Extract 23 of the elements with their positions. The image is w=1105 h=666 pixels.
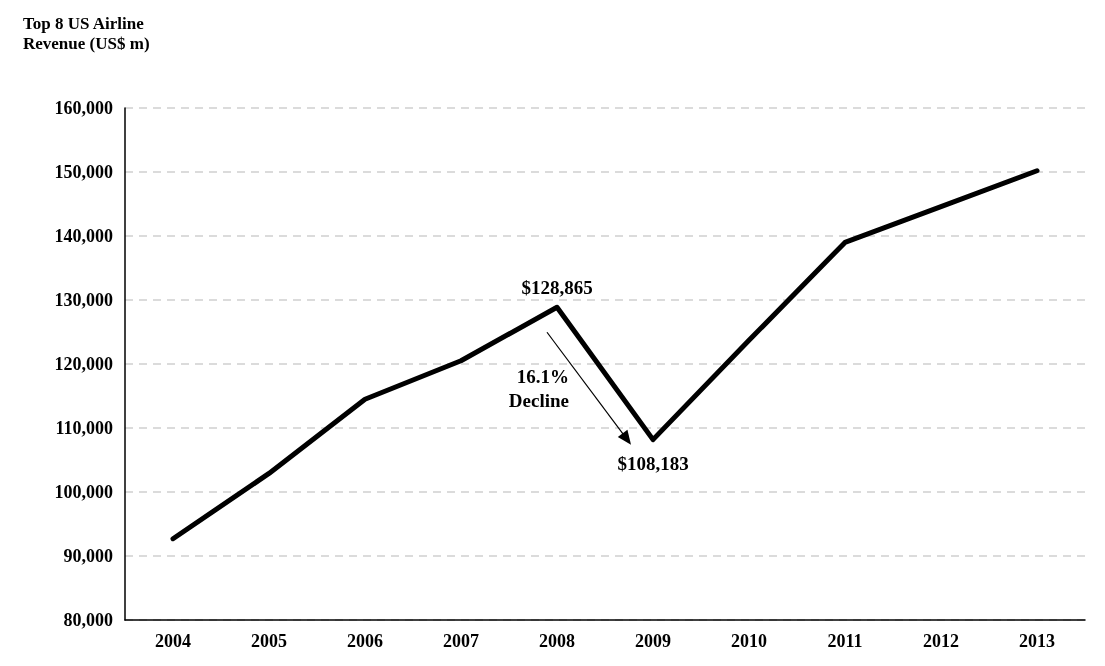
x-tick-label: 2009 [635,631,671,651]
x-tick-label: 2010 [731,631,767,651]
y-tick-label: 110,000 [55,418,113,438]
y-tick-label: 90,000 [63,546,113,566]
x-tick-label: 2005 [251,631,287,651]
y-tick-label: 120,000 [54,354,113,374]
x-tick-label: 2004 [155,631,191,651]
y-tick-label: 80,000 [63,610,113,630]
y-tick-label: 100,000 [54,482,113,502]
y-tick-label: 140,000 [54,226,113,246]
y-tick-label: 160,000 [54,98,113,118]
x-tick-label: 2011 [827,631,863,651]
x-tick-label: 2012 [923,631,959,651]
y-tick-label: 150,000 [54,162,113,182]
y-tick-label: 130,000 [54,290,113,310]
annotation: $108,183 [617,452,689,474]
x-tick-label: 2007 [443,631,479,651]
chart-title: Top 8 US Airline Revenue (US$ m) [23,13,150,53]
x-tick-label: 2008 [539,631,575,651]
annotation: 16.1% Decline [508,365,569,411]
x-tick-label: 2013 [1019,631,1055,651]
x-tick-label: 2006 [347,631,383,651]
annotation: $128,865 [521,277,593,299]
